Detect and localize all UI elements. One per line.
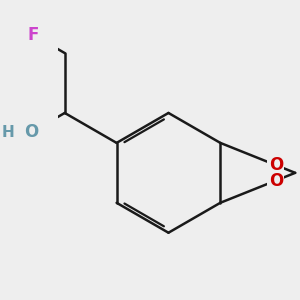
Text: O: O [269, 172, 283, 190]
Text: F: F [28, 26, 39, 44]
Text: H: H [2, 125, 14, 140]
Text: O: O [24, 123, 38, 141]
Text: O: O [269, 156, 283, 174]
